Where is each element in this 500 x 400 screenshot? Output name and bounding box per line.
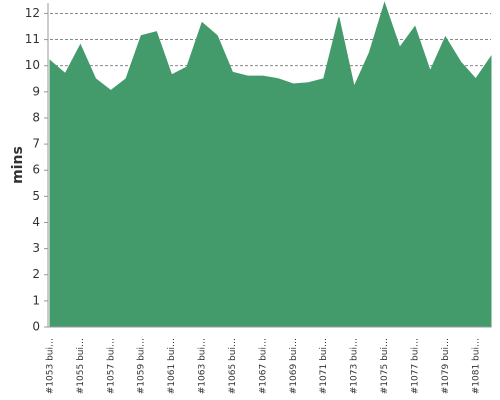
x-tick-label: #1057 bui…	[106, 338, 116, 394]
x-tick-label: #1081 bui…	[471, 338, 481, 394]
x-tick-label: #1073 bui…	[350, 338, 360, 394]
y-tick-label: 10	[25, 58, 40, 72]
area	[49, 1, 492, 328]
x-tick-label: #1053 bui…	[46, 338, 56, 394]
y-tick-label: 0	[32, 320, 40, 334]
y-tick-label: 6	[32, 163, 40, 177]
y-tick-label: 3	[32, 241, 40, 255]
y-tick-label: 11	[25, 32, 40, 46]
y-tick-label: 4	[32, 215, 40, 229]
x-tick-label: #1067 bui…	[258, 338, 268, 394]
y-tick-label: 1	[32, 293, 40, 307]
y-axis-label: mins	[10, 146, 26, 184]
x-tick-label: #1069 bui…	[289, 338, 299, 394]
x-tick-label: #1061 bui…	[167, 338, 177, 394]
y-tick-label: 12	[25, 6, 40, 20]
y-tick-label: 5	[32, 189, 40, 203]
x-tick-label: #1079 bui…	[441, 338, 451, 394]
x-tick-label: #1065 bui…	[228, 338, 238, 394]
y-tick-label: 2	[32, 267, 40, 281]
x-tick-label: #1077 bui…	[410, 338, 420, 394]
y-tick-label: 7	[32, 137, 40, 151]
y-tick-label: 8	[32, 110, 40, 124]
x-tick-label: #1055 bui…	[76, 338, 86, 394]
x-tick-label: #1063 bui…	[198, 338, 208, 394]
y-tick-label: 9	[32, 84, 40, 98]
x-tick-label: #1059 bui…	[137, 338, 147, 394]
x-tick-label: #1075 bui…	[380, 338, 390, 394]
x-tick-label: #1071 bui…	[319, 338, 329, 394]
